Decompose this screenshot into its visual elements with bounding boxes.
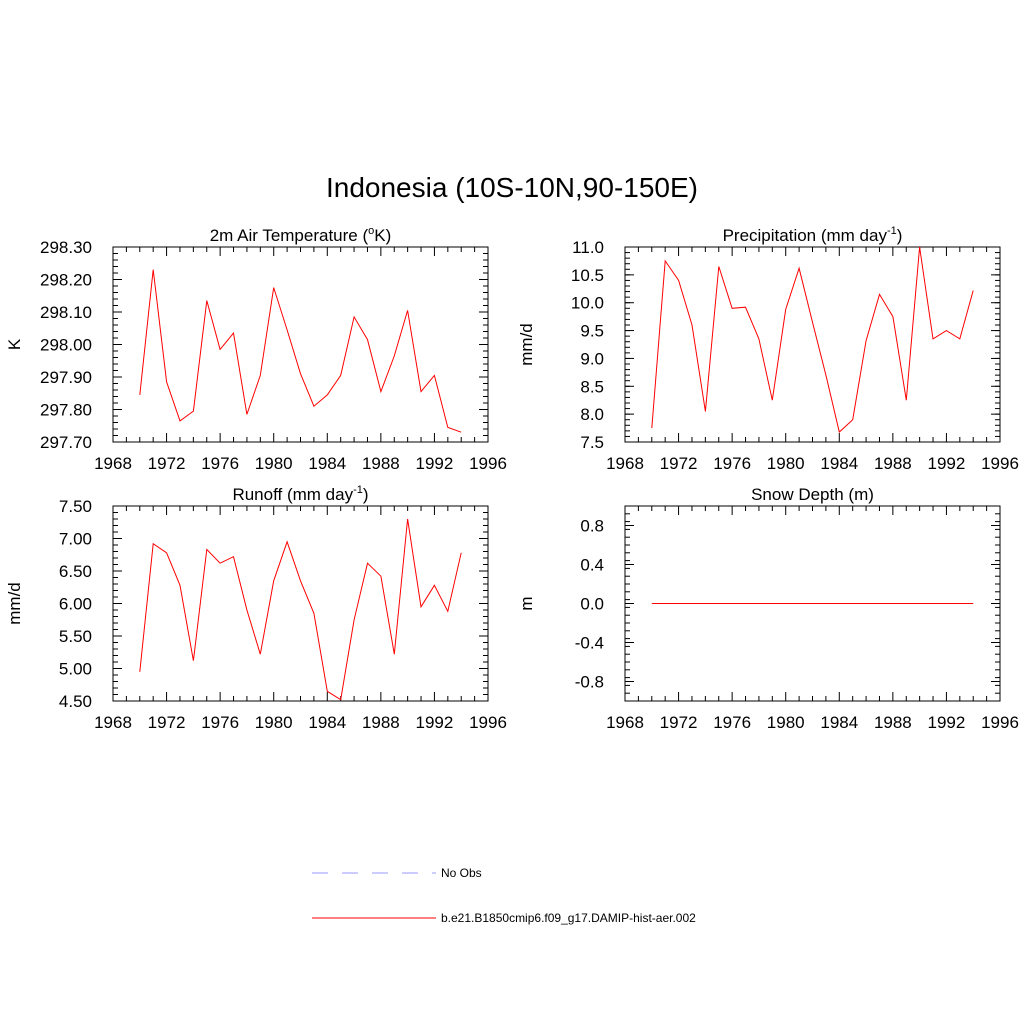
y-tick-label: 8.0 xyxy=(580,405,604,424)
plot-frame xyxy=(112,246,489,443)
legend-obs-label: No Obs xyxy=(441,866,482,880)
y-tick-label: 5.50 xyxy=(59,627,92,646)
x-tick-label: 1968 xyxy=(606,713,644,732)
y-tick-label: 0.4 xyxy=(580,556,604,575)
y-tick-label: 9.0 xyxy=(580,349,604,368)
x-tick-label: 1988 xyxy=(362,454,400,473)
y-tick-label: 6.00 xyxy=(59,595,92,614)
y-tick-label: 297.70 xyxy=(40,433,92,452)
panel-title-main: Snow Depth (m) xyxy=(751,485,874,504)
panel-title-suffix: K) xyxy=(374,226,391,245)
panel-3: 1968 1972 1976 1980 1984 1988 1992 1996 4.50 5.00… xyxy=(5,484,507,732)
x-tick-label: 1996 xyxy=(981,713,1019,732)
y-tick-label: 8.5 xyxy=(580,377,604,396)
chart-panels: 1968 1972 1976 1980 1984 1988 1992 1996 297.70 29… xyxy=(5,225,1019,732)
figure-title: Indonesia (10S-10N,90-150E) xyxy=(325,172,698,203)
x-tick-label: 1968 xyxy=(94,713,132,732)
y-tick-label: 5.00 xyxy=(59,660,92,679)
x-tick-label: 1972 xyxy=(660,713,698,732)
x-tick-label: 1984 xyxy=(820,713,858,732)
panel-title-superscript: -1 xyxy=(887,225,897,237)
x-tick-label: 1980 xyxy=(767,713,805,732)
x-tick-label: 1984 xyxy=(308,713,346,732)
x-tick-label: 1976 xyxy=(201,454,239,473)
x-tick-label: 1980 xyxy=(255,713,293,732)
y-axis-label: mm/d xyxy=(517,323,536,366)
x-tick-label: 1996 xyxy=(469,454,507,473)
y-tick-label: 298.10 xyxy=(40,303,92,322)
x-tick-label: 1976 xyxy=(201,713,239,732)
x-tick-label: 1968 xyxy=(94,454,132,473)
panel-title-main: Precipitation (mm day xyxy=(723,226,888,245)
legend-model-label: b.e21.B1850cmip6.f09_g17.DAMIP-hist-aer.… xyxy=(441,911,696,925)
panel-title-main: 2m Air Temperature ( xyxy=(210,226,369,245)
y-tick-label: 9.5 xyxy=(580,322,604,341)
x-tick-label: 1980 xyxy=(255,454,293,473)
x-tick-label: 1972 xyxy=(660,454,698,473)
y-tick-label: 0.8 xyxy=(580,517,604,536)
panel-title: 2m Air Temperature (oK) xyxy=(210,225,392,245)
panel-4: 1968 1972 1976 1980 1984 1988 1992 1996 -0.8 -0.4… xyxy=(517,485,1019,732)
x-tick-label: 1976 xyxy=(713,454,751,473)
panel-2: 1968 1972 1976 1980 1984 1988 1992 1996 7.5 8.0 8.… xyxy=(517,225,1019,473)
y-tick-label: 7.5 xyxy=(580,433,604,452)
y-tick-label: 6.50 xyxy=(59,562,92,581)
y-tick-label: 0.0 xyxy=(580,595,604,614)
x-tick-label: 1996 xyxy=(469,713,507,732)
legend: No Obs b.e21.B1850cmip6.f09_g17.DAMIP-hi… xyxy=(312,866,696,925)
y-tick-label: 298.30 xyxy=(40,238,92,257)
y-tick-label: 10.0 xyxy=(571,294,604,313)
x-tick-label: 1972 xyxy=(148,454,186,473)
x-tick-label: 1976 xyxy=(713,713,751,732)
x-tick-label: 1988 xyxy=(362,713,400,732)
y-tick-label: 298.00 xyxy=(40,336,92,355)
y-tick-label: 4.50 xyxy=(59,692,92,711)
panel-title-superscript: -1 xyxy=(353,484,363,496)
x-tick-label: 1992 xyxy=(416,454,454,473)
y-tick-label: 7.00 xyxy=(59,530,92,549)
y-tick-label: 298.20 xyxy=(40,271,92,290)
x-tick-label: 1988 xyxy=(874,713,912,732)
panel-title: Precipitation (mm day-1) xyxy=(723,225,903,245)
y-axis-label: m xyxy=(517,596,536,610)
x-tick-label: 1968 xyxy=(606,454,644,473)
y-tick-label: 11.0 xyxy=(572,238,604,257)
panel-title-main: Runoff (mm day xyxy=(232,485,353,504)
x-tick-label: 1972 xyxy=(148,713,186,732)
x-tick-label: 1996 xyxy=(981,454,1019,473)
y-tick-label: -0.4 xyxy=(575,634,604,653)
series-line xyxy=(139,269,462,433)
y-tick-label: 7.50 xyxy=(59,497,92,516)
plot-frame xyxy=(624,246,1001,443)
y-tick-label: 297.90 xyxy=(40,368,92,387)
x-tick-label: 1984 xyxy=(820,454,858,473)
panel-title-suffix: ) xyxy=(897,226,903,245)
panel-title-suffix: ) xyxy=(363,485,369,504)
y-axis-label: K xyxy=(5,338,24,350)
panel-title: Runoff (mm day-1) xyxy=(232,484,368,504)
y-tick-label: 297.80 xyxy=(40,401,92,420)
panel-1: 1968 1972 1976 1980 1984 1988 1992 1996 297.70 29… xyxy=(5,225,507,473)
plot-frame xyxy=(112,505,489,702)
x-tick-label: 1988 xyxy=(874,454,912,473)
x-tick-label: 1992 xyxy=(928,454,966,473)
panel-title-superscript: o xyxy=(368,225,374,237)
x-tick-label: 1992 xyxy=(928,713,966,732)
series-line xyxy=(139,518,462,701)
y-tick-label: 10.5 xyxy=(571,266,604,285)
x-tick-label: 1980 xyxy=(767,454,805,473)
x-tick-label: 1984 xyxy=(308,454,346,473)
panel-title: Snow Depth (m) xyxy=(751,485,874,504)
series-line xyxy=(651,246,974,433)
y-axis-label: mm/d xyxy=(5,582,24,625)
y-tick-label: -0.8 xyxy=(575,673,604,692)
x-tick-label: 1992 xyxy=(416,713,454,732)
